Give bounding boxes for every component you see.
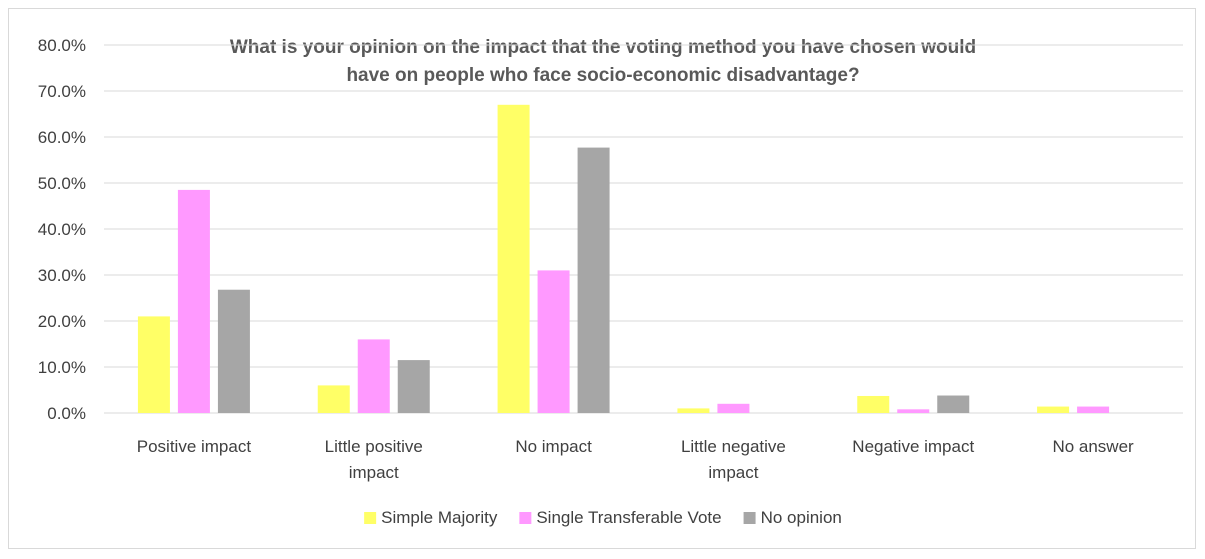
bar bbox=[497, 104, 530, 414]
legend-swatch bbox=[519, 512, 532, 524]
y-tick-label: 70.0% bbox=[38, 82, 86, 101]
bar bbox=[177, 189, 210, 413]
y-tick-label: 80.0% bbox=[38, 36, 86, 55]
bar bbox=[137, 316, 170, 413]
y-axis-ticks: 0.0% 10.0% 20.0% 30.0% 40.0% 50.0% 60.0% 70.0% 8… bbox=[38, 36, 86, 423]
legend-label: Simple Majority bbox=[381, 508, 498, 527]
bar bbox=[577, 147, 610, 413]
category-label: No answer bbox=[1052, 437, 1134, 456]
chart-title-line: have on people who face socio-economic d… bbox=[346, 65, 859, 86]
y-tick-label: 30.0% bbox=[38, 266, 86, 285]
y-tick-label: 10.0% bbox=[38, 358, 86, 377]
bar bbox=[217, 289, 250, 413]
chart-title-line: What is your opinion on the impact that … bbox=[230, 37, 976, 58]
category-label: Negative impact bbox=[852, 437, 974, 456]
bar bbox=[537, 270, 570, 413]
bar bbox=[857, 395, 890, 413]
category-label: Positive impact bbox=[137, 437, 252, 456]
bar bbox=[357, 339, 390, 413]
bars bbox=[137, 104, 1110, 414]
category-label: impact bbox=[349, 463, 399, 482]
y-tick-label: 40.0% bbox=[38, 220, 86, 239]
bar bbox=[1077, 406, 1110, 413]
legend: Simple Majority Single Transferable Vote N… bbox=[364, 508, 842, 527]
bar bbox=[317, 385, 350, 413]
y-tick-label: 50.0% bbox=[38, 174, 86, 193]
category-label: No impact bbox=[515, 437, 592, 456]
bar bbox=[677, 408, 710, 413]
bar bbox=[717, 403, 750, 413]
chart-title: What is your opinion on the impact that … bbox=[230, 37, 976, 86]
category-label: impact bbox=[708, 463, 758, 482]
legend-swatch bbox=[743, 512, 756, 524]
chart-frame: What is your opinion on the impact that … bbox=[8, 8, 1196, 549]
gridlines bbox=[104, 44, 1183, 414]
bar bbox=[1037, 406, 1070, 413]
bar bbox=[937, 395, 970, 413]
y-tick-label: 60.0% bbox=[38, 128, 86, 147]
y-tick-label: 0.0% bbox=[47, 404, 86, 423]
legend-label: No opinion bbox=[761, 508, 842, 527]
category-label: Little negative bbox=[681, 437, 786, 456]
y-tick-label: 20.0% bbox=[38, 312, 86, 331]
legend-swatch bbox=[364, 512, 377, 524]
bar bbox=[897, 409, 930, 413]
chart-svg: What is your opinion on the impact that … bbox=[38, 36, 1183, 527]
legend-label: Single Transferable Vote bbox=[536, 508, 721, 527]
x-axis-labels: Positive impact Little positive impact No i… bbox=[137, 437, 1134, 482]
bar bbox=[397, 360, 430, 413]
category-label: Little positive bbox=[325, 437, 423, 456]
